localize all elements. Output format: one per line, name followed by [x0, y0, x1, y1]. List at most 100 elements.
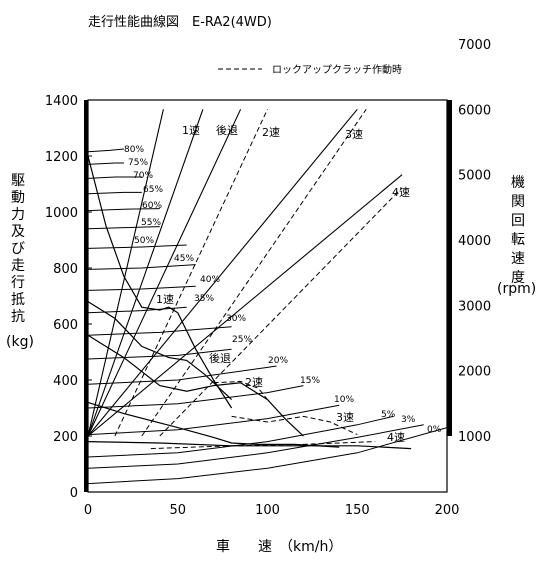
- y-tick-label: 1000: [45, 206, 78, 221]
- y-tick-label: 200: [53, 430, 78, 445]
- left-axis-label-char: 駆: [11, 173, 25, 189]
- lockup-rpm-line: [114, 109, 268, 437]
- drive-curve-label: 1速: [156, 293, 174, 306]
- resistance-label: 40%: [200, 275, 220, 285]
- resistance-curve: [87, 415, 394, 458]
- left-axis-label-char: 及: [11, 224, 25, 240]
- gear-line-label: 2速: [262, 126, 280, 139]
- y2-tick-label: 5000: [458, 169, 491, 184]
- resistance-label: 20%: [268, 356, 288, 366]
- resistance-label: 3%: [401, 415, 416, 425]
- drive-force-curve: [87, 334, 304, 437]
- right-axis-label-char: 関: [511, 194, 525, 210]
- left-axis-label-char: 行: [11, 275, 25, 291]
- y2-tick-label: 1000: [458, 430, 491, 445]
- drive-curve-label: 2速: [245, 376, 263, 389]
- resistance-curve: [87, 424, 424, 469]
- right-axis-label-char: 機: [511, 175, 525, 191]
- gear-line-label: 4速: [392, 186, 410, 199]
- right-axis-label-char: 転: [511, 232, 525, 248]
- rpm-line: [87, 109, 164, 437]
- x-tick-label: 50: [169, 503, 186, 518]
- x-tick-label: 200: [435, 503, 460, 518]
- resistance-curve: [87, 208, 160, 212]
- lockup-drive-force-curve: [213, 380, 268, 400]
- resistance-curve: [87, 264, 196, 270]
- resistance-label: 50%: [134, 236, 154, 246]
- gear-line-label: 1速: [182, 124, 200, 137]
- drive-curve-label: 後退: [209, 351, 231, 365]
- resistance-label: 75%: [128, 158, 148, 168]
- rpm-line: [87, 109, 242, 437]
- gear-line-label: 後退: [216, 123, 238, 137]
- resistance-curve: [87, 176, 142, 179]
- right-axis-label-char: 度: [511, 270, 525, 286]
- drive-force-curve: [87, 155, 233, 409]
- left-axis-bar: [84, 100, 88, 492]
- drive-curve-label: 4速: [387, 431, 405, 444]
- x-tick-label: 0: [84, 503, 92, 518]
- y-tick-label: 0: [70, 486, 78, 501]
- y-tick-label: 1200: [45, 150, 78, 165]
- resistance-curve: [87, 385, 304, 409]
- right-axis-bar: [447, 100, 452, 436]
- resistance-curve: [87, 191, 142, 195]
- right-axis-unit: (rpm): [497, 281, 536, 297]
- left-axis-unit: (kg): [6, 334, 34, 350]
- chart-title: 走行性能曲線図 E-RA2(4WD): [88, 14, 272, 30]
- y2-tick-label: 2000: [458, 365, 491, 380]
- resistance-label: 25%: [232, 335, 252, 345]
- drive-force-curve: [87, 401, 340, 448]
- right-axis-label-char: 速: [511, 251, 525, 267]
- resistance-curve: [87, 148, 124, 153]
- lockup-drive-force-curve: [231, 415, 358, 436]
- resistance-label: 10%: [334, 395, 354, 405]
- y2-tick-label: 7000: [458, 38, 491, 53]
- lockup-rpm-line: [159, 187, 403, 437]
- resistance-label: 45%: [174, 254, 194, 264]
- left-axis-label-char: 力: [11, 207, 25, 223]
- resistance-curve: [87, 285, 196, 291]
- left-axis-label-char: 抵: [11, 292, 25, 308]
- left-axis-label-char: 走: [11, 258, 25, 274]
- legend-label: ロックアップクラッチ作動時: [272, 63, 402, 76]
- left-axis-label-char: 抗: [11, 309, 25, 325]
- drive-force-curve: [87, 441, 412, 450]
- resistance-label: 0%: [427, 425, 442, 435]
- y-tick-label: 800: [53, 262, 78, 277]
- y-tick-label: 600: [53, 318, 78, 333]
- resistance-label: 65%: [143, 185, 163, 195]
- y-tick-label: 400: [53, 374, 78, 389]
- resistance-label: 30%: [226, 314, 246, 324]
- resistance-label: 5%: [381, 410, 396, 420]
- y2-tick-label: 6000: [458, 103, 491, 118]
- rpm-line: [87, 108, 358, 437]
- resistance-label: 60%: [142, 201, 162, 211]
- resistance-label: 35%: [194, 294, 214, 304]
- left-axis-label-char: 動: [11, 190, 25, 206]
- rpm-line: [87, 109, 204, 437]
- x-tick-label: 150: [345, 503, 370, 518]
- y-tick-label: 1400: [45, 94, 78, 109]
- resistance-curve: [87, 226, 160, 230]
- resistance-curve: [87, 427, 448, 485]
- x-axis-label: 車 速 （km/h）: [216, 538, 342, 555]
- lockup-drive-force-curve: [150, 441, 376, 450]
- x-tick-label: 100: [255, 503, 280, 518]
- resistance-curve: [87, 348, 232, 360]
- lockup-rpm-line: [141, 109, 367, 437]
- resistance-curve: [87, 162, 124, 165]
- left-axis-label-char: び: [11, 241, 25, 257]
- resistance-label: 80%: [124, 145, 144, 155]
- rpm-line: [87, 174, 403, 437]
- resistance-curve: [87, 404, 340, 436]
- y2-tick-label: 4000: [458, 234, 491, 249]
- y2-tick-label: 3000: [458, 299, 491, 314]
- resistance-label: 15%: [300, 376, 320, 386]
- resistance-label: 70%: [133, 171, 153, 181]
- resistance-curve: [87, 244, 187, 249]
- drive-curve-label: 3速: [336, 411, 354, 424]
- resistance-curve: [87, 306, 187, 314]
- right-axis-label-char: 回: [511, 213, 525, 229]
